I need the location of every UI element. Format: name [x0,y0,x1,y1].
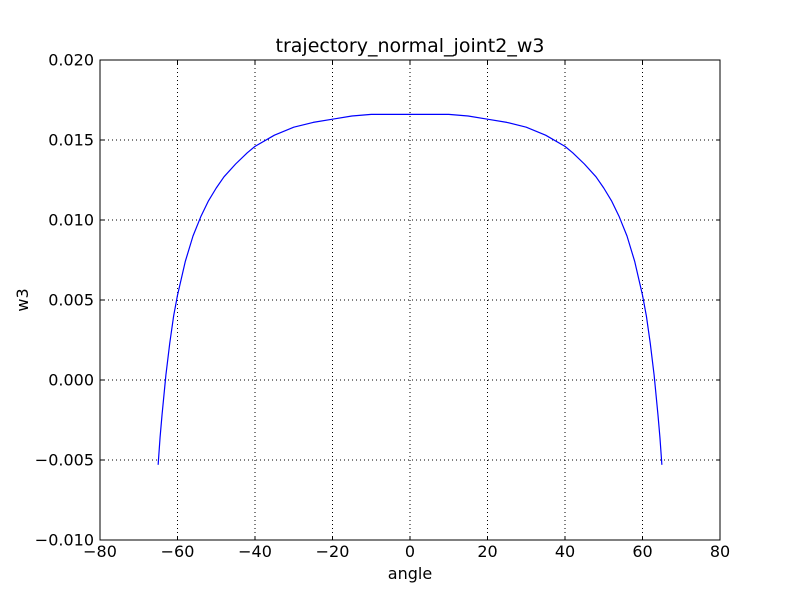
y-tick-label: 0.005 [48,291,94,310]
y-tick-label: 0.020 [48,51,94,70]
x-tick-label: 80 [710,542,730,561]
x-tick-label: 60 [632,542,652,561]
x-tick-label: −40 [238,542,272,561]
series-layer [157,113,663,465]
y-tick-label: 0.000 [48,371,94,390]
x-tick-label: −80 [83,542,117,561]
chart-title: trajectory_normal_joint2_w3 [276,35,545,57]
x-tick-label: −60 [161,542,195,561]
grid-layer [99,59,721,541]
y-tick-label: 0.015 [48,131,94,150]
y-tick-label: −0.010 [35,531,94,550]
x-axis-label: angle [388,564,432,583]
series-line [157,113,663,465]
x-tick-label: 20 [477,542,497,561]
y-tick-label: −0.005 [35,451,94,470]
y-tick-label: 0.010 [48,211,94,230]
x-tick-label: 0 [405,542,415,561]
x-tick-label: −20 [316,542,350,561]
y-axis-label: w3 [13,288,32,311]
x-tick-label: 40 [555,542,575,561]
ticks-layer: −80 −60 −40 −20 0 20 40 60 80 −0.010 −0.005 0.000 0.… [35,51,730,562]
